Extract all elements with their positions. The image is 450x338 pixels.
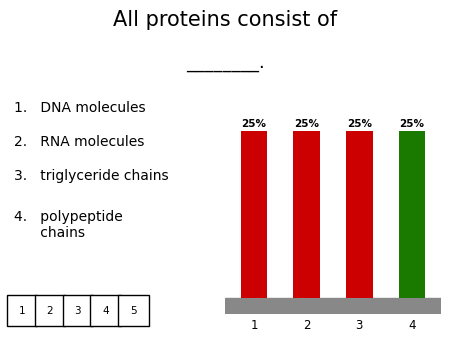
FancyBboxPatch shape xyxy=(90,295,121,326)
Text: 2.   RNA molecules: 2. RNA molecules xyxy=(14,135,144,149)
Text: 2: 2 xyxy=(46,306,53,316)
Text: 1.   DNA molecules: 1. DNA molecules xyxy=(14,101,145,115)
FancyBboxPatch shape xyxy=(35,295,65,326)
Text: All proteins consist of: All proteins consist of xyxy=(113,10,337,30)
Text: 4.   polypeptide
      chains: 4. polypeptide chains xyxy=(14,210,122,240)
Bar xyxy=(241,131,267,298)
Text: 25%: 25% xyxy=(242,119,266,129)
Text: 1: 1 xyxy=(18,306,25,316)
Text: 25%: 25% xyxy=(347,119,372,129)
Text: 25%: 25% xyxy=(400,119,424,129)
FancyBboxPatch shape xyxy=(63,295,93,326)
FancyBboxPatch shape xyxy=(7,295,37,326)
Bar xyxy=(346,131,373,298)
Bar xyxy=(225,298,441,318)
Text: 3.   triglyceride chains: 3. triglyceride chains xyxy=(14,169,168,183)
Text: 4: 4 xyxy=(102,306,109,316)
Text: 5: 5 xyxy=(130,306,137,316)
Text: ________.: ________. xyxy=(185,54,265,72)
Bar xyxy=(293,131,320,298)
Text: 3: 3 xyxy=(74,306,81,316)
FancyBboxPatch shape xyxy=(118,295,148,326)
Bar xyxy=(399,131,425,298)
Text: 25%: 25% xyxy=(294,119,319,129)
